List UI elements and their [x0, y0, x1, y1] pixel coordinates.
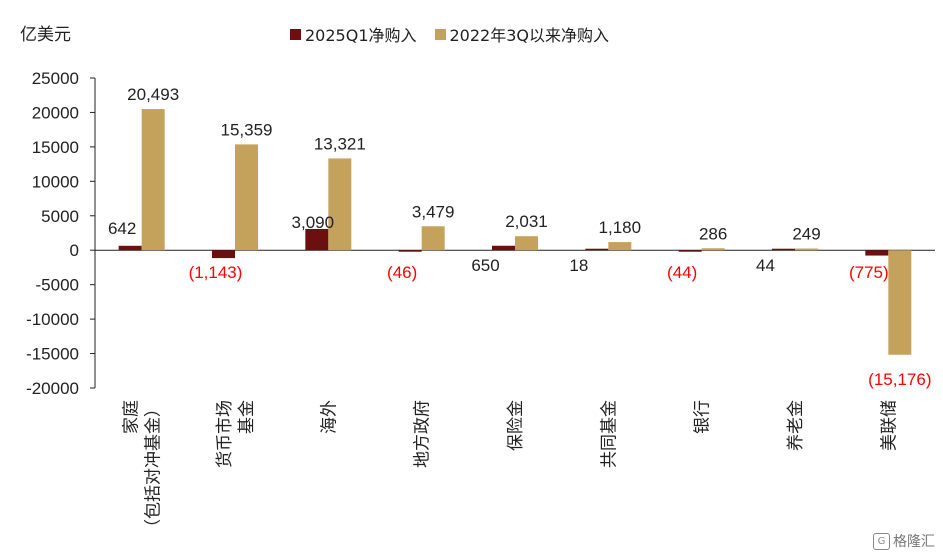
- category-label: 货币市场: [215, 400, 235, 468]
- bar-series-2: [701, 248, 725, 251]
- bar-series-2: [795, 248, 818, 251]
- data-label-series-1: (775): [849, 263, 889, 282]
- category-label: 共同基金: [599, 400, 619, 468]
- category-label: 地方政府: [413, 400, 433, 468]
- data-label-series-1: 642: [108, 219, 136, 238]
- legend-label-series-1: 2025Q1净购入: [305, 26, 417, 45]
- data-label-series-1: (46): [387, 263, 417, 282]
- y-tick-label: 25000: [32, 69, 79, 88]
- y-tick-label: -15000: [26, 345, 79, 364]
- data-label-series-1: 3,090: [292, 213, 335, 232]
- category-label: 保险金: [506, 400, 526, 451]
- data-label-series-1: 650: [471, 256, 499, 275]
- data-label-series-2: (15,176): [868, 370, 931, 389]
- data-label-series-1: 44: [756, 256, 775, 275]
- category-label: 基金: [237, 400, 257, 434]
- bar-series-1: [398, 250, 422, 252]
- bar-series-1: [212, 250, 235, 259]
- legend-item-series-1: 2025Q1净购入: [290, 22, 417, 46]
- y-tick-label: 20000: [32, 103, 79, 122]
- bar-series-1: [585, 248, 609, 251]
- data-label-series-1: 18: [569, 256, 588, 275]
- y-tick-label: -10000: [26, 310, 79, 329]
- bar-series-2: [328, 158, 352, 251]
- data-label-series-2: 286: [699, 224, 727, 243]
- category-label: 银行: [693, 400, 713, 434]
- y-tick-label: 0: [70, 241, 79, 260]
- data-label-series-2: 15,359: [221, 120, 273, 139]
- watermark: G 格隆汇: [873, 531, 935, 551]
- category-label: （包括对冲基金）: [144, 400, 164, 536]
- category-label: 海外: [319, 400, 339, 434]
- bar-series-2: [888, 250, 912, 355]
- category-label: 家庭: [122, 400, 142, 434]
- legend-swatch-series-1: [290, 28, 301, 40]
- y-tick-label: -20000: [26, 379, 79, 398]
- bar-series-2: [235, 144, 258, 251]
- bar-series-1: [492, 245, 515, 251]
- bar-series-2: [515, 236, 538, 251]
- data-label-series-2: 3,479: [412, 202, 455, 221]
- data-label-series-2: 1,180: [599, 218, 642, 237]
- data-label-series-2: 2,031: [505, 212, 548, 231]
- y-tick-label: 15000: [32, 138, 79, 157]
- y-axis-unit-label: 亿美元: [20, 25, 71, 45]
- bar-series-1: [678, 250, 702, 252]
- y-tick-label: -5000: [36, 276, 79, 295]
- bar-series-1: [865, 250, 889, 256]
- data-label-series-2: 13,321: [314, 134, 366, 153]
- bar-series-1: [118, 245, 142, 251]
- legend-label-series-2: 2022年3Q以来净购入: [449, 26, 610, 45]
- chart-legend: 2025Q1净购入 2022年3Q以来净购入: [290, 22, 627, 46]
- data-label-series-2: 20,493: [127, 85, 179, 104]
- bar-series-1: [772, 248, 795, 251]
- data-label-series-1: (44): [667, 263, 697, 282]
- data-label-series-1: (1,143): [189, 263, 243, 282]
- bar-series-2: [608, 242, 632, 251]
- bar-series-1: [305, 228, 329, 251]
- y-tick-label: 5000: [41, 207, 79, 226]
- legend-item-series-2: 2022年3Q以来净购入: [434, 22, 610, 46]
- legend-swatch-series-2: [434, 28, 446, 40]
- category-label: 养老金: [786, 400, 806, 451]
- watermark-logo-icon: G: [873, 532, 890, 550]
- data-label-series-2: 249: [792, 225, 820, 244]
- y-tick-label: 10000: [32, 172, 79, 191]
- watermark-text: 格隆汇: [893, 534, 935, 550]
- bar-series-2: [141, 109, 165, 251]
- bar-series-2: [421, 226, 445, 251]
- category-label: 美联储: [879, 400, 899, 451]
